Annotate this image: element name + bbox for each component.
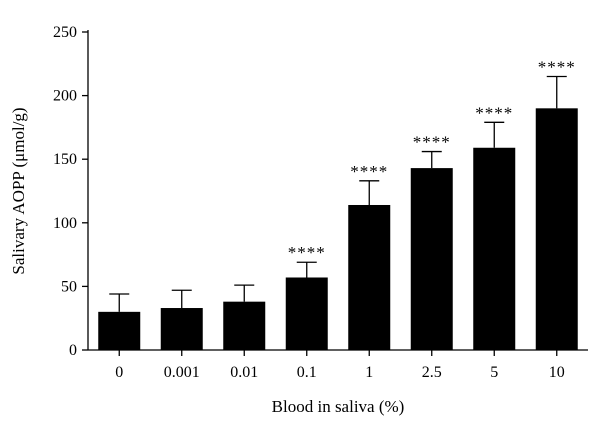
bar	[285, 277, 328, 350]
x-tick-label: 0.01	[230, 364, 258, 381]
bar	[473, 147, 516, 350]
bar	[160, 308, 203, 350]
x-tick-label: 10	[549, 364, 565, 381]
bar	[98, 311, 141, 350]
significance-label: ****	[288, 243, 326, 262]
significance-label: ****	[413, 133, 451, 152]
significance-label: ****	[538, 58, 576, 77]
x-tick-label: 2.5	[422, 364, 442, 381]
significance-label: ****	[350, 162, 388, 181]
x-axis: 0 0.001 0.01 0.1 1 2.5 5 10	[88, 349, 588, 381]
y-tick-label: 0	[69, 342, 77, 359]
x-axis-title: Blood in saliva (%)	[272, 397, 405, 416]
bars: **** **** **** **** ****	[98, 58, 578, 350]
x-tick-label: 5	[490, 364, 498, 381]
y-tick-label: 100	[53, 215, 77, 232]
bar	[410, 168, 453, 350]
y-tick-label: 250	[53, 24, 77, 41]
x-tick-label: 0.1	[297, 364, 317, 381]
significance-label: ****	[475, 103, 513, 122]
y-tick-label: 50	[61, 278, 77, 295]
bar	[535, 108, 578, 350]
y-tick-label: 200	[53, 88, 77, 105]
y-tick-label: 150	[53, 151, 77, 168]
y-axis: 0 50 100 150 200 250	[53, 24, 89, 359]
bar	[223, 301, 266, 350]
x-tick-label: 0.001	[164, 364, 200, 381]
y-axis-title: Salivary AOPP (μmol/g)	[9, 107, 28, 274]
x-tick-label: 1	[365, 364, 373, 381]
x-tick-label: 0	[115, 364, 123, 381]
bar	[348, 204, 391, 350]
